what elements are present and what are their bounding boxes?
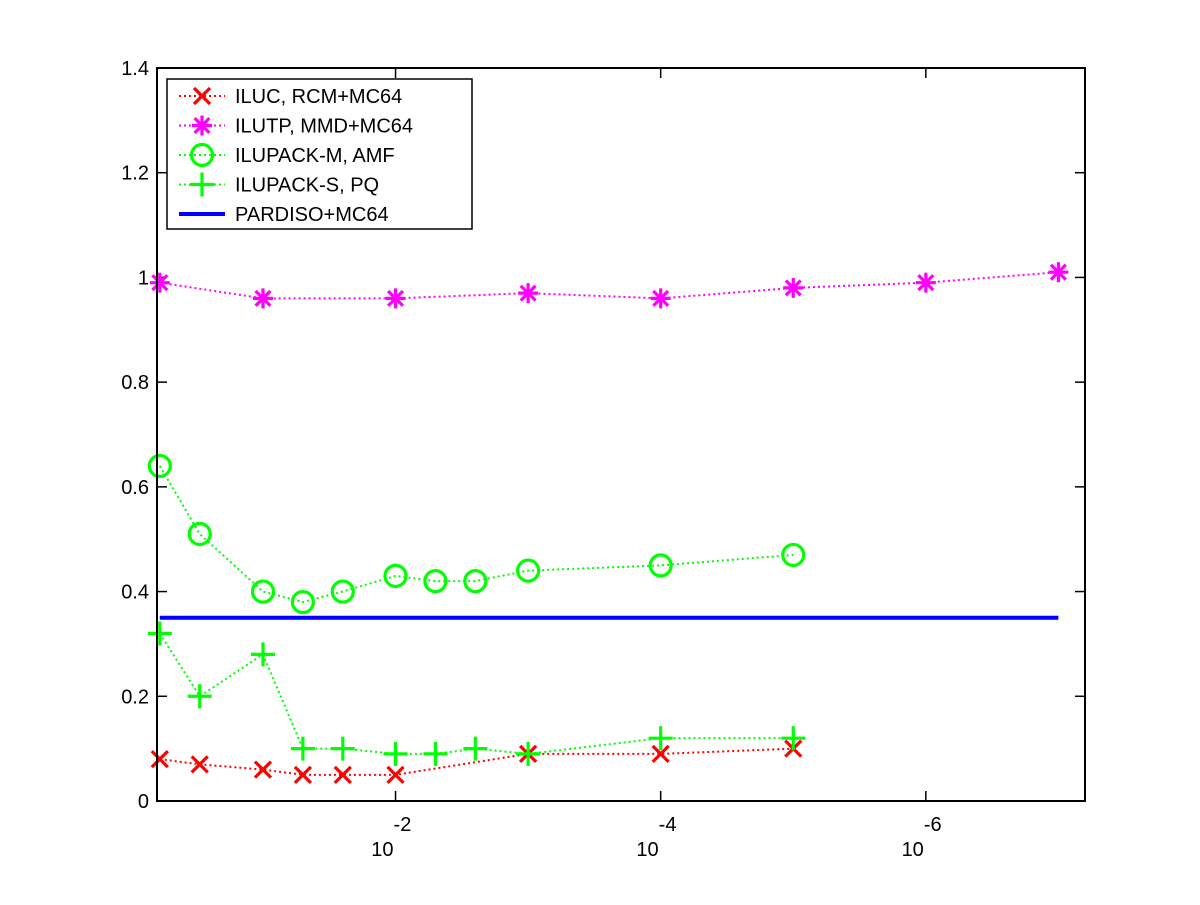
y-tick-label: 0.2: [121, 686, 149, 708]
series-3-point: [463, 568, 488, 594]
series-3: [147, 453, 806, 615]
series-2-line: [159, 271, 1059, 300]
series-4-point: [187, 684, 212, 709]
series-2-point: [1048, 262, 1069, 283]
series-1-point: [651, 744, 670, 764]
legend-label: ILUPACK-M, AMF: [235, 145, 395, 167]
series-4-point: [648, 726, 673, 751]
series-3-point: [423, 568, 448, 594]
legend-marker: [189, 142, 215, 168]
series-3-point: [147, 453, 172, 479]
series-2-point: [650, 288, 671, 309]
x-tick-label-base: 10: [636, 839, 658, 861]
series-3-point: [781, 542, 806, 568]
series-3-line: [158, 465, 794, 604]
y-tick-label: 1: [138, 267, 149, 289]
y-tick-label: 0: [138, 791, 149, 813]
x-tick-label-exponent: -2: [394, 814, 412, 836]
legend-label: ILUPACK-S, PQ: [235, 175, 379, 197]
x-tick-label-base: 10: [371, 839, 393, 861]
y-tick-label: 1.2: [121, 163, 149, 185]
series-layer: [147, 262, 1069, 784]
legend-item: ILUC, RCM+MC64: [179, 86, 402, 108]
series-3-point: [648, 553, 673, 578]
series-2-point: [915, 272, 936, 293]
series-4-point: [516, 741, 541, 766]
x-tick-label-exponent: -6: [924, 814, 942, 836]
series-1: [150, 739, 803, 784]
y-tick-label: 0.6: [121, 477, 149, 499]
legend-marker: [192, 115, 212, 136]
series-3-point: [250, 579, 276, 604]
x-tick-label-exponent: -4: [659, 814, 677, 836]
y-tick-label: 0.8: [121, 372, 149, 394]
series-4-point: [147, 621, 172, 646]
series-2-point: [149, 272, 170, 293]
series-3-point: [330, 579, 355, 604]
series-2-point: [252, 288, 273, 309]
series-4: [147, 621, 806, 766]
series-1-point: [190, 755, 209, 774]
legend: ILUC, RCM+MC64 ILUTP, MMD+MC64 ILUPACK-M, …: [166, 78, 473, 230]
legend-item: ILUPACK-M, AMF: [179, 142, 395, 168]
series-4-point: [290, 736, 315, 761]
series-4-point: [781, 726, 806, 751]
series-4-point: [423, 741, 448, 766]
series-2-point: [783, 277, 804, 298]
x-tick-label-base: 10: [902, 839, 924, 861]
series-1-point: [253, 760, 273, 779]
y-tick-label: 1.4: [121, 58, 149, 80]
legend-label: ILUTP, MMD+MC64: [235, 116, 413, 138]
y-tick-label: 0.4: [121, 582, 149, 604]
series-3-point: [290, 589, 315, 615]
series-1-point: [150, 749, 169, 769]
legend-box: [166, 78, 473, 230]
series-3-point: [187, 521, 212, 547]
series-1-point: [293, 765, 313, 784]
legend-item: PARDISO+MC64: [179, 204, 389, 226]
plot-frame: [156, 67, 1086, 802]
axis-ticks-layer: 00.20.40.60.811.21.410-210-410-6: [121, 58, 1085, 861]
legend-label: PARDISO+MC64: [235, 204, 389, 226]
series-4-point: [463, 736, 488, 761]
axes-layer: [156, 67, 1086, 802]
series-1-point: [386, 765, 405, 784]
legend-item: ILUTP, MMD+MC64: [179, 115, 413, 138]
series-2: [149, 262, 1069, 309]
series-4-point: [383, 741, 408, 766]
legend-label: ILUC, RCM+MC64: [235, 86, 402, 108]
legend-item: ILUPACK-S, PQ: [179, 172, 379, 197]
series-2-point: [518, 283, 539, 304]
series-1-line: [159, 747, 794, 776]
series-3-point: [383, 563, 408, 588]
legend-marker: [190, 172, 214, 197]
series-4-point: [330, 736, 355, 761]
legend-marker: [192, 86, 212, 106]
series-1-point: [333, 765, 352, 784]
series-3-point: [516, 558, 541, 583]
series-4-point: [250, 642, 275, 667]
series-2-point: [385, 288, 406, 309]
